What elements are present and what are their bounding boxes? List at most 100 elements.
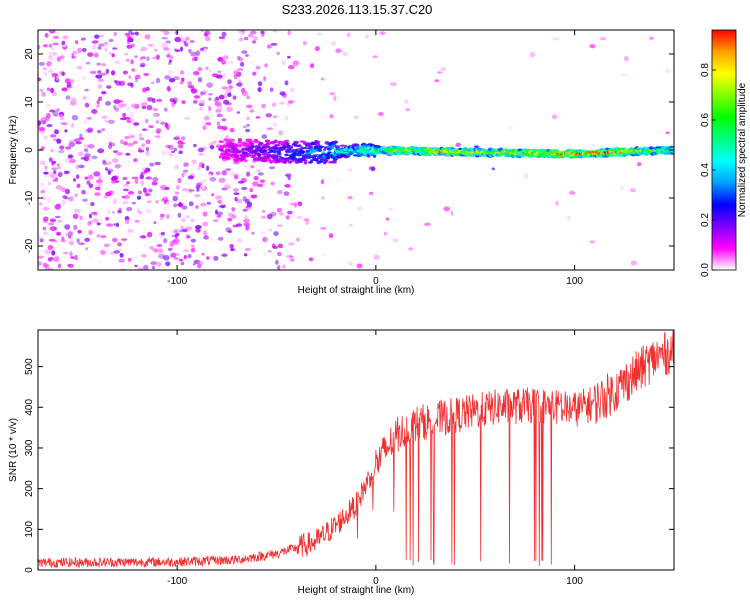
spectrogram-cell <box>295 216 303 219</box>
spectrogram-cell <box>97 218 105 224</box>
spectrogram-cell <box>160 231 165 236</box>
spectrogram-cell <box>257 172 264 176</box>
spectrogram-cell <box>164 37 168 42</box>
spectrogram-cell <box>130 184 135 188</box>
spectrogram-cell <box>96 99 100 105</box>
spectrogram-ridge-cell <box>629 147 633 150</box>
spectrogram-cell <box>181 100 186 104</box>
spectrogram-cell <box>63 35 69 40</box>
spectrogram-cell <box>251 232 255 235</box>
spectrogram-cell <box>209 177 217 182</box>
spectrogram-cell <box>88 183 94 189</box>
spectrogram-cell <box>194 194 201 198</box>
spectrogram-cell <box>165 201 171 207</box>
spectrogram-cell <box>257 87 262 93</box>
spectrogram-ridge-cell <box>262 149 268 152</box>
spectrogram-ridge-cell <box>317 149 323 152</box>
spectrogram-cell <box>88 144 95 149</box>
spectrogram-ridge-cell <box>285 142 290 146</box>
snr-y-tick-label: 100 <box>24 521 35 538</box>
spectrogram-cell <box>85 61 91 65</box>
spectrogram-ridge-cell <box>273 139 278 144</box>
spectrogram-cell <box>246 171 251 177</box>
spectrogram-cell <box>182 169 188 174</box>
spectrogram-ridge-cell <box>300 150 306 154</box>
spectrogram-ridge-cell <box>354 143 360 148</box>
spectrogram-cell <box>589 44 596 49</box>
spectrogram-cell <box>65 95 71 100</box>
spectrogram-cell <box>268 228 273 232</box>
spectrogram-cell <box>238 32 242 38</box>
spectrogram-cell <box>101 128 106 131</box>
spectrogram-cell <box>111 175 119 181</box>
spectrogram-cell <box>38 126 46 131</box>
spectrogram-cell <box>70 256 75 259</box>
spectrogram-cell <box>42 207 49 211</box>
spectrogram-x-tick-label: 0 <box>373 276 379 287</box>
spectrogram-cell <box>84 102 90 108</box>
spectrogram-cell <box>144 193 151 197</box>
spectrogram-cell <box>287 30 291 36</box>
spectrogram-cell <box>38 234 42 240</box>
spectrogram-cell <box>62 195 68 200</box>
spectrogram-cell <box>182 170 188 175</box>
spectrogram-cell <box>131 43 135 48</box>
spectrogram-cell <box>108 143 113 150</box>
spectrogram-cell <box>168 61 172 66</box>
spectrogram-cell <box>303 218 310 222</box>
spectrogram-cell <box>279 101 285 105</box>
spectrogram-cell <box>253 175 259 181</box>
spectrogram-cell <box>54 129 59 135</box>
spectrogram-ridge-cell <box>314 140 321 144</box>
spectrogram-cell <box>122 201 129 205</box>
spectrogram-cell <box>62 44 67 48</box>
spectrogram-cell <box>278 212 284 216</box>
spectrogram-cell <box>335 178 343 182</box>
spectrogram-cell <box>328 233 334 239</box>
spectrogram-cell <box>141 105 147 110</box>
spectrogram-cell <box>68 196 74 202</box>
spectrogram-cell <box>208 97 212 101</box>
spectrogram-ridge-cell <box>277 149 282 154</box>
spectrogram-cell <box>171 150 175 153</box>
spectrogram-cell <box>52 178 56 182</box>
spectrogram-ridge-cell <box>250 144 256 149</box>
spectrogram-cell <box>111 53 115 58</box>
colorbar-label: Normalized spectral amplitude <box>737 82 748 217</box>
spectrogram-ridge-cell <box>332 157 338 161</box>
spectrogram-cell <box>163 107 168 112</box>
spectrogram-cell <box>113 42 121 48</box>
spectrogram-cell <box>42 262 48 268</box>
spectrogram-cell <box>286 215 290 220</box>
spectrogram-cell <box>329 114 334 119</box>
spectrogram-cell <box>163 238 168 244</box>
spectrogram-cell <box>61 236 65 241</box>
spectrogram-ridge-cell <box>238 138 242 141</box>
spectrogram-cell <box>98 259 102 264</box>
spectrogram-cell <box>289 257 295 261</box>
spectrogram-cell <box>153 221 157 225</box>
spectrogram-cell <box>54 177 59 182</box>
spectrogram-cell <box>65 232 72 237</box>
spectrogram-cell <box>193 100 198 104</box>
spectrogram-cell <box>272 81 277 85</box>
spectrogram-cell <box>49 109 56 113</box>
spectrogram-ridge-cell <box>236 150 241 154</box>
spectrogram-cell <box>51 91 58 97</box>
spectrogram-cell <box>202 211 208 217</box>
spectrogram-cell <box>225 227 232 233</box>
spectrogram-cell <box>238 38 243 42</box>
spectrogram-cell <box>180 77 185 83</box>
spectrogram-cell <box>269 166 276 170</box>
spectrogram-cell <box>249 60 256 65</box>
spectrogram-ridge-cell <box>362 145 368 149</box>
spectrogram-cell <box>191 244 195 248</box>
spectrogram-ridge-cell <box>431 146 438 151</box>
spectrogram-cell <box>245 128 251 133</box>
snr-y-tick-label: 0 <box>24 567 35 573</box>
spectrogram-cell <box>266 44 272 49</box>
spectrogram-cell <box>42 216 49 222</box>
spectrogram-cell <box>188 201 194 207</box>
